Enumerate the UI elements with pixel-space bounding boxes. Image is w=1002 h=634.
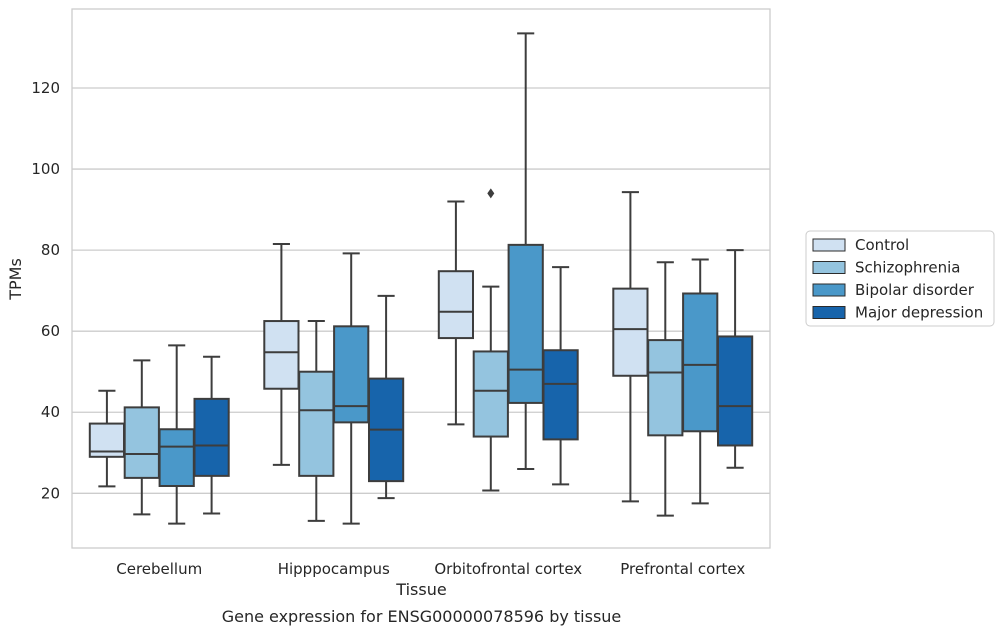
x-ticks: Cerebellum Hipppocampus Orbitofrontal cort… xyxy=(116,560,745,578)
box-group xyxy=(123,359,160,516)
box-group xyxy=(612,191,649,503)
box xyxy=(612,287,649,377)
plot-frame xyxy=(71,8,771,549)
box-group xyxy=(507,32,544,470)
chart-title: Gene expression for ENSG00000078596 by t… xyxy=(222,607,622,626)
legend-label: Major depression xyxy=(855,304,983,322)
y-ticks: 20 40 60 80 100 120 xyxy=(31,79,60,502)
y-tick-label: 40 xyxy=(41,403,60,421)
legend-label: Control xyxy=(855,236,909,254)
outlier-point xyxy=(487,188,495,199)
y-tick-label: 20 xyxy=(41,484,60,502)
box-group xyxy=(88,389,126,488)
x-tick-label: Orbitofrontal cortex xyxy=(434,560,582,578)
box xyxy=(298,370,335,477)
x-axis-label: Tissue xyxy=(395,580,446,599)
box-group xyxy=(716,249,754,469)
legend-swatch xyxy=(812,283,846,297)
box xyxy=(333,325,370,424)
box xyxy=(193,397,230,477)
grid-layer xyxy=(72,87,770,494)
x-tick-label: Cerebellum xyxy=(116,560,202,578)
box xyxy=(542,349,579,441)
box xyxy=(263,320,300,390)
box xyxy=(123,406,160,479)
box-group xyxy=(437,200,475,426)
box xyxy=(682,292,719,433)
legend-swatch xyxy=(812,261,846,274)
x-tick-label: Prefrontal cortex xyxy=(620,560,745,578)
box xyxy=(158,428,195,487)
box xyxy=(437,270,475,340)
y-tick-label: 100 xyxy=(31,160,60,178)
box-group xyxy=(158,344,195,525)
legend: Control Schizophrenia Bipolar disorder Majo… xyxy=(805,230,995,327)
legend-swatch xyxy=(812,238,846,252)
y-axis-label: TPMs xyxy=(6,258,25,301)
legend-label: Bipolar disorder xyxy=(855,281,975,299)
y-tick-label: 80 xyxy=(41,241,60,259)
y-tick-label: 120 xyxy=(31,79,60,97)
legend-box xyxy=(805,230,995,327)
x-tick-label: Hipppocampus xyxy=(278,560,390,578)
box-group xyxy=(647,261,684,517)
box xyxy=(647,339,684,437)
box-group xyxy=(367,294,405,500)
box-group xyxy=(333,252,370,525)
boxes-layer xyxy=(88,32,754,525)
box-group xyxy=(263,243,300,466)
box xyxy=(472,350,509,438)
legend-swatch xyxy=(812,306,846,319)
box-group xyxy=(542,266,579,486)
box xyxy=(507,243,544,404)
box-group xyxy=(193,355,230,515)
box-group xyxy=(298,320,335,522)
box-group xyxy=(682,258,719,505)
box xyxy=(716,335,754,447)
legend-label: Schizophrenia xyxy=(855,259,960,277)
box-group xyxy=(472,188,509,492)
y-tick-label: 60 xyxy=(41,322,60,340)
